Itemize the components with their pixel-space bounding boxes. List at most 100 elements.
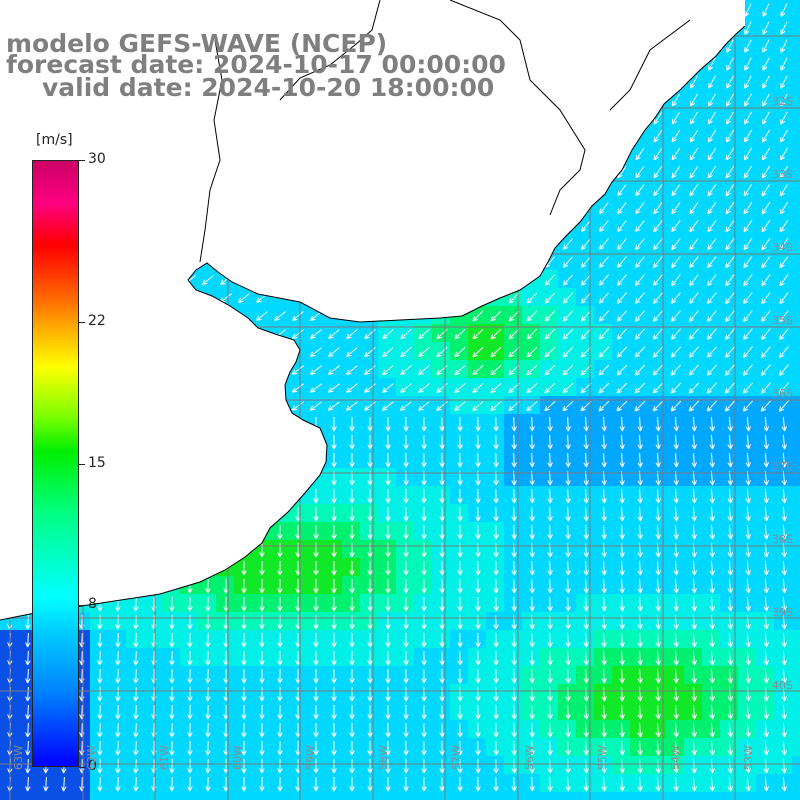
- wind-arrow: [475, 416, 481, 432]
- wind-speed-cell: [522, 720, 541, 739]
- wind-arrow: [709, 434, 715, 450]
- wind-arrow: [635, 220, 645, 233]
- wind-speed-cell: [432, 774, 451, 793]
- wind-arrow: [364, 347, 376, 357]
- wind-arrow: [169, 686, 175, 702]
- wind-arrow: [781, 740, 787, 756]
- wind-arrow: [653, 129, 663, 143]
- wind-arrow: [707, 220, 717, 233]
- wind-speed-cell: [396, 378, 415, 397]
- wind-arrow: [349, 633, 355, 648]
- wind-arrow: [313, 705, 319, 720]
- wind-arrow: [565, 542, 571, 558]
- wind-arrow: [547, 686, 553, 702]
- wind-speed-cell: [234, 792, 253, 800]
- wind-speed-cell: [396, 576, 415, 595]
- wind-speed-cell: [648, 306, 667, 325]
- wind-speed-cell: [792, 18, 800, 37]
- wind-speed-cell: [144, 594, 163, 613]
- wind-speed-cell: [612, 198, 631, 217]
- wind-speed-cell: [720, 666, 739, 685]
- wind-arrow: [744, 93, 752, 107]
- wind-speed-cell: [396, 630, 415, 649]
- wind-speed-cell: [558, 450, 577, 469]
- wind-speed-cell: [576, 252, 595, 271]
- wind-speed-cell: [738, 756, 757, 775]
- wind-speed-cell: [504, 792, 523, 800]
- wind-arrow: [169, 740, 175, 756]
- wind-speed-cell: [702, 288, 721, 307]
- wind-arrow: [313, 777, 319, 792]
- wind-arrow: [706, 346, 717, 358]
- wind-arrow: [637, 506, 643, 522]
- wind-arrow: [601, 560, 607, 576]
- wind-speed-cell: [630, 270, 649, 289]
- wind-arrow: [241, 704, 247, 720]
- wind-speed-cell: [378, 540, 397, 559]
- wind-speed-cell: [792, 324, 800, 343]
- wind-speed-cell: [324, 684, 343, 703]
- wind-arrow: [655, 542, 661, 558]
- wind-speed-cell: [540, 504, 559, 523]
- wind-speed-cell: [216, 666, 235, 685]
- wind-speed-cell: [486, 576, 505, 595]
- wind-arrow: [547, 452, 553, 468]
- wind-arrow: [635, 202, 645, 215]
- wind-speed-cell: [234, 774, 253, 793]
- wind-speed-cell: [558, 504, 577, 523]
- wind-arrow: [493, 506, 499, 522]
- wind-speed-cell: [198, 666, 217, 685]
- wind-arrow: [313, 759, 319, 774]
- wind-speed-cell: [396, 432, 415, 451]
- wind-arrow: [313, 687, 319, 702]
- wind-arrow: [619, 506, 625, 522]
- wind-speed-cell: [522, 396, 541, 415]
- wind-speed-cell: [378, 432, 397, 451]
- wind-speed-cell: [522, 684, 541, 703]
- wind-speed-cell: [378, 666, 397, 685]
- wind-arrow: [743, 129, 753, 143]
- wind-arrow: [544, 400, 556, 412]
- wind-speed-cell: [342, 792, 361, 800]
- wind-speed-cell: [450, 792, 469, 800]
- wind-arrow: [493, 488, 499, 504]
- wind-arrow: [529, 686, 535, 702]
- wind-speed-cell: [396, 756, 415, 775]
- wind-speed-cell: [576, 234, 595, 253]
- wind-arrow: [367, 668, 373, 684]
- wind-speed-cell: [720, 648, 739, 667]
- wind-speed-cell: [558, 522, 577, 541]
- wind-speed-cell: [234, 666, 253, 685]
- wind-speed-cell: [702, 630, 721, 649]
- wind-speed-cell: [648, 126, 667, 145]
- wind-speed-cell: [18, 756, 37, 775]
- wind-speed-cell: [594, 702, 613, 721]
- wind-speed-cell: [522, 504, 541, 523]
- wind-speed-cell: [702, 144, 721, 163]
- wind-arrow: [529, 596, 535, 612]
- wind-arrow: [598, 274, 609, 286]
- wind-speed-cell: [180, 720, 199, 739]
- wind-arrow: [689, 220, 699, 233]
- wind-arrow: [511, 596, 517, 612]
- wind-arrow: [598, 292, 609, 304]
- wind-arrow: [439, 704, 445, 720]
- wind-speed-cell: [522, 450, 541, 469]
- wind-arrow: [655, 632, 661, 648]
- wind-arrow: [382, 329, 394, 340]
- wind-speed-cell: [648, 450, 667, 469]
- wind-speed-cell: [450, 648, 469, 667]
- wind-arrow: [583, 740, 589, 756]
- wind-arrow: [367, 596, 373, 612]
- wind-speed-cell: [558, 342, 577, 361]
- wind-arrow: [349, 687, 355, 702]
- wind-arrow: [673, 542, 679, 558]
- wind-arrow: [490, 310, 502, 322]
- wind-speed-cell: [648, 288, 667, 307]
- wind-arrow: [457, 758, 463, 774]
- wind-speed-cell: [468, 540, 487, 559]
- wind-arrow: [653, 111, 663, 125]
- wind-arrow: [562, 364, 574, 376]
- wind-speed-cell: [576, 270, 595, 289]
- wind-arrow: [565, 668, 571, 684]
